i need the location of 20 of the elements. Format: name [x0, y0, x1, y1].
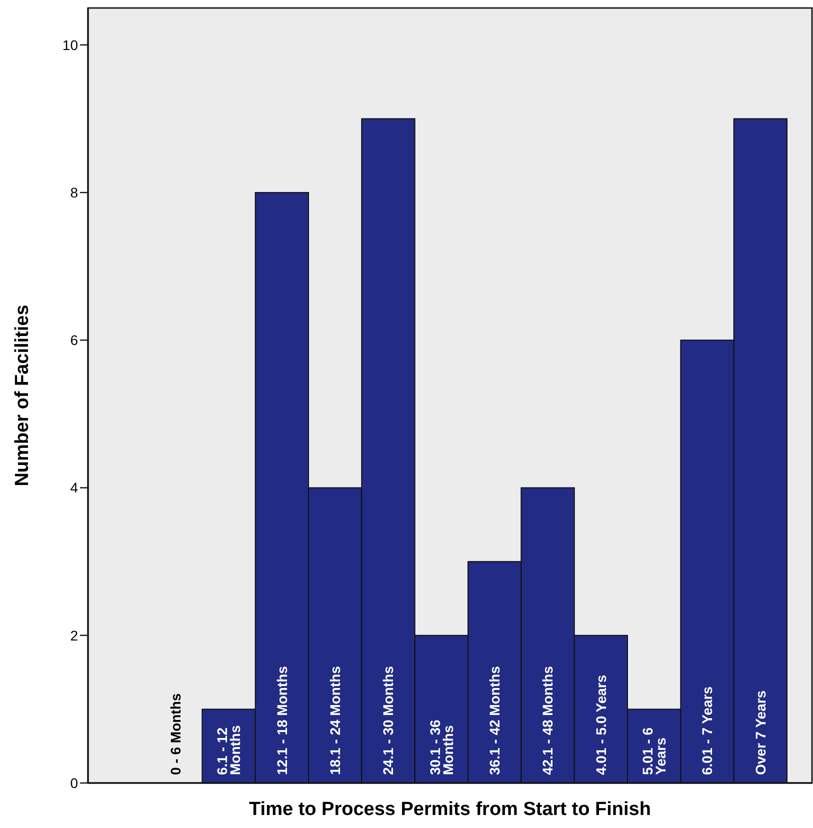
- x-tick-label: 42.1 - 48 Months: [540, 666, 556, 775]
- x-tick-label: 12.1 - 18 Months: [274, 666, 290, 775]
- x-tick-label: 6.01 - 7 Years: [699, 686, 716, 775]
- x-tick-label: 4.01 - 5.0 Years: [592, 674, 609, 775]
- y-tick-label: 6: [70, 332, 78, 348]
- y-tick-label: 10: [62, 36, 78, 53]
- x-tick-label: 5.01 - 6 Years: [639, 727, 668, 775]
- x-tick-label: 0 - 6 Months: [167, 693, 184, 775]
- x-tick-label: 24.1 - 30 Months: [380, 666, 396, 775]
- y-tick-label: 0: [70, 774, 78, 791]
- x-tick-label: 30.1 - 36 Months: [426, 720, 456, 775]
- x-tick-label: 36.1 - 42 Months: [486, 666, 502, 775]
- x-axis-title: Time to Process Permits from Start to Finish: [249, 799, 651, 820]
- x-tick-label: 6.1 - 12 Months: [214, 725, 244, 775]
- y-axis-title: Number of Facilities: [12, 304, 33, 486]
- y-tick-label: 2: [70, 627, 78, 644]
- x-tick-label: Over 7 Years: [752, 690, 768, 775]
- y-tick-label: 8: [70, 184, 78, 200]
- x-tick-label: 18.1 - 24 Months: [326, 666, 343, 775]
- y-tick-label: 4: [70, 480, 78, 496]
